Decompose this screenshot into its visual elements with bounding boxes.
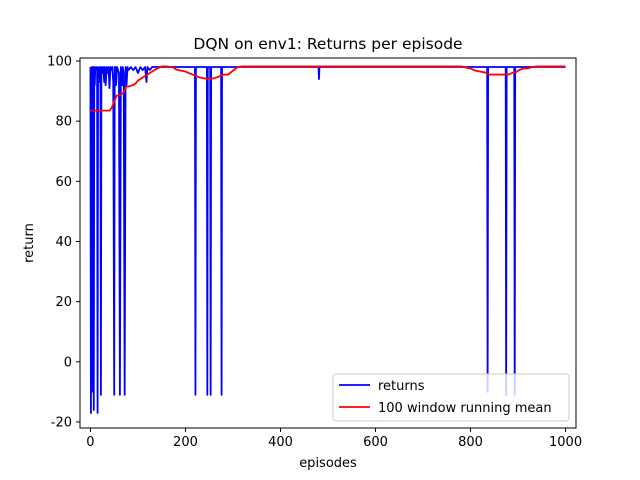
x-axis-ticks: 0 200 400 600 800 1000: [86, 428, 582, 450]
x-tick-label: 200: [173, 435, 198, 450]
y-tick-label: 60: [55, 175, 72, 190]
x-tick-label: 400: [268, 435, 293, 450]
chart-title: DQN on env1: Returns per episode: [193, 35, 462, 53]
x-axis-label: episodes: [299, 456, 357, 471]
y-tick-label: -20: [51, 415, 72, 430]
x-tick-label: 600: [363, 435, 388, 450]
series-layer: [89, 65, 566, 414]
x-tick-label: 800: [458, 435, 483, 450]
y-tick-label: 0: [64, 355, 72, 370]
y-axis-ticks: -20 0 20 40 60 80 100: [47, 55, 80, 430]
y-tick-label: 40: [55, 235, 72, 250]
plot-area-frame: [79, 57, 577, 429]
legend-label-running-mean: 100 window running mean: [378, 401, 552, 416]
x-tick-label: 0: [86, 435, 94, 450]
x-tick-label: 1000: [549, 435, 582, 450]
y-tick-label: 20: [55, 295, 72, 310]
y-axis-label: return: [22, 223, 37, 263]
y-tick-label: 80: [55, 115, 72, 130]
legend-label-returns: returns: [378, 379, 425, 394]
legend: returns 100 window running mean: [332, 373, 570, 422]
y-tick-label: 100: [47, 55, 72, 70]
series-line-running-mean: [90, 65, 566, 112]
legend-box: [332, 373, 570, 422]
